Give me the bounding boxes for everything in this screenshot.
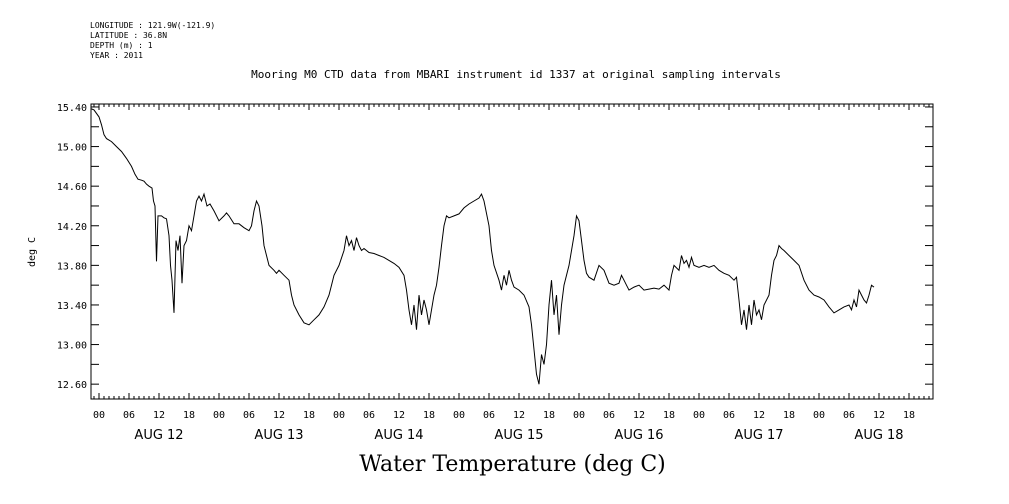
metadata-block: LONGITUDE : 121.9W(-121.9) LATITUDE : 36…	[90, 21, 215, 61]
x-day-label: AUG 17	[734, 428, 783, 443]
meta-depth: DEPTH (m) : 1	[90, 41, 153, 50]
x-hour-label: 18	[423, 410, 435, 421]
x-hour-label: 06	[843, 410, 855, 421]
y-tick-label: 14.20	[57, 222, 87, 233]
x-hour-label: 00	[693, 410, 705, 421]
x-hour-label: 18	[183, 410, 195, 421]
x-hour-label: 06	[483, 410, 495, 421]
meta-latitude: LATITUDE : 36.8N	[90, 31, 168, 40]
x-hour-label: 12	[753, 410, 765, 421]
x-hour-label: 00	[813, 410, 825, 421]
x-hour-label: 00	[573, 410, 585, 421]
meta-longitude: LONGITUDE : 121.9W(-121.9)	[90, 21, 216, 30]
x-hour-label: 12	[153, 410, 165, 421]
x-hour-label: 00	[333, 410, 345, 421]
y-tick-label: 15.00	[57, 143, 87, 154]
x-day-label: AUG 13	[254, 428, 303, 443]
y-axis-label: deg C	[27, 237, 38, 267]
x-hour-label: 18	[543, 410, 555, 421]
x-day-label: AUG 15	[494, 428, 543, 443]
x-hour-label: 06	[123, 410, 135, 421]
x-hour-label: 06	[243, 410, 255, 421]
plot-frame	[90, 103, 934, 400]
x-hour-label: 00	[93, 410, 105, 421]
y-tick-label: 15.40	[57, 103, 87, 114]
y-tick-labels: 12.60 13.00 13.40 13.80 14.20 14.60 15.00 15.40	[57, 103, 87, 391]
x-hour-label: 06	[603, 410, 615, 421]
x-hour-label: 00	[213, 410, 225, 421]
x-hour-label: 06	[363, 410, 375, 421]
x-hour-label: 12	[873, 410, 885, 421]
x-hour-label: 12	[393, 410, 405, 421]
x-hour-label: 06	[723, 410, 735, 421]
day-labels: AUG 12 AUG 13 AUG 14 AUG 15 AUG 16 AUG 17 AUG …	[134, 428, 903, 443]
y-tick-label: 14.60	[57, 182, 87, 193]
y-tick-label: 13.80	[57, 261, 87, 272]
x-day-label: AUG 12	[134, 428, 183, 443]
axis-ticks	[91, 104, 933, 399]
x-hour-label: 12	[633, 410, 645, 421]
x-hour-label: 12	[273, 410, 285, 421]
y-tick-label: 13.00	[57, 341, 87, 352]
x-hour-label: 00	[453, 410, 465, 421]
x-hour-label: 18	[903, 410, 915, 421]
x-hour-label: 18	[783, 410, 795, 421]
x-tick-labels: 00 06 12 18 00 06 12 18 00 06 12 18 00 06 12 18 00 06 12 18…	[93, 410, 915, 421]
meta-year: YEAR : 2011	[90, 51, 143, 60]
chart-title: Mooring M0 CTD data from MBARI instrumen…	[251, 68, 781, 81]
y-tick-label: 12.60	[57, 380, 87, 391]
x-hour-label: 18	[303, 410, 315, 421]
x-axis-title: Water Temperature (deg C)	[359, 452, 666, 477]
x-day-label: AUG 14	[374, 428, 423, 443]
y-tick-label: 13.40	[57, 301, 87, 312]
x-hour-label: 12	[513, 410, 525, 421]
x-day-label: AUG 16	[614, 428, 663, 443]
x-hour-label: 18	[663, 410, 675, 421]
series-line-water-temperature	[91, 108, 875, 385]
x-day-label: AUG 18	[854, 428, 903, 443]
